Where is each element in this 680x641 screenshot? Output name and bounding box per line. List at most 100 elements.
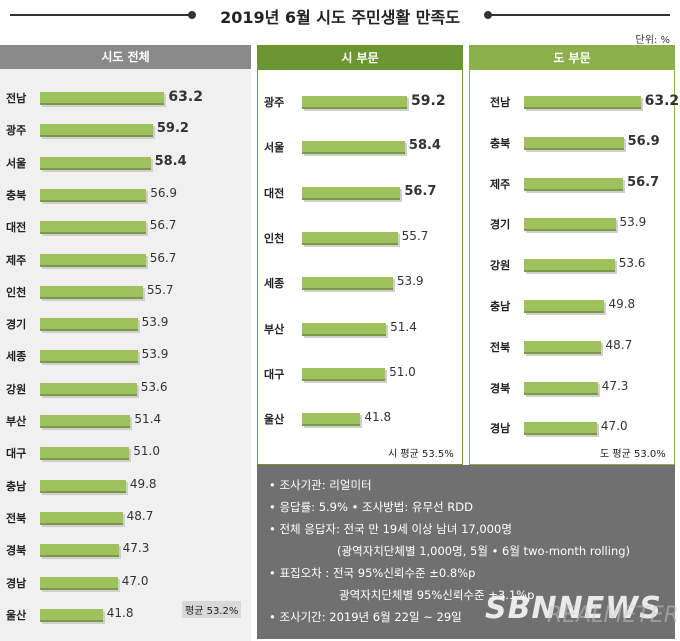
page-title: 2019년 6월 시도 주민생활 만족도	[220, 8, 460, 27]
bar	[524, 422, 597, 436]
category-label: 경남	[6, 576, 27, 590]
category-label: 전남	[490, 96, 511, 109]
bar	[40, 156, 151, 170]
data-label: 47.0	[600, 419, 628, 434]
data-label: 56.7	[404, 183, 437, 199]
unit-label: 단위: %	[635, 35, 670, 46]
category-label: 울산	[264, 413, 285, 427]
bar	[40, 253, 146, 267]
bar	[40, 285, 143, 299]
category-label: 서울	[6, 156, 27, 170]
category-label: 부산	[6, 415, 27, 428]
data-label: 55.7	[146, 282, 174, 297]
data-label: 58.4	[408, 138, 441, 154]
chart-panel-0: 시도 전체 전남 63.2 광주 59.2 서울 58.4 충북 56.9 대전 56.7 제주 56.…	[0, 45, 251, 641]
category-label: 제주	[6, 253, 27, 267]
data-label: 48.7	[126, 508, 154, 523]
data-label: 47.3	[601, 378, 629, 393]
data-label: 56.9	[150, 185, 177, 200]
category-label: 경남	[490, 422, 511, 436]
panel-title: 시 부문	[258, 46, 462, 70]
bar	[524, 381, 598, 395]
data-label: 48.7	[605, 337, 633, 352]
data-label: 56.7	[149, 218, 177, 233]
category-label: 강원	[490, 259, 511, 273]
data-label: 51.4	[134, 412, 162, 426]
category-label: 인천	[264, 231, 285, 245]
data-label: 53.9	[619, 215, 647, 230]
category-label: 부산	[264, 322, 285, 336]
category-label: 경기	[490, 218, 511, 232]
bar	[40, 124, 153, 138]
category-label: 대구	[6, 447, 27, 461]
bar	[40, 511, 123, 525]
data-label: 51.0	[133, 444, 160, 459]
info-line: • 표집오차 : 전국 95%신뢰수준 ±0.8%p	[269, 566, 476, 580]
data-label: 63.2	[644, 93, 680, 109]
data-label: 53.9	[396, 274, 424, 289]
category-label: 울산	[6, 608, 27, 622]
bar	[40, 221, 146, 235]
info-line: • 조사기관: 리얼미터	[269, 478, 372, 492]
bar	[524, 218, 616, 232]
bar	[40, 188, 147, 202]
category-label: 대전	[264, 186, 285, 200]
watermark-text: SBNNEWS	[485, 591, 662, 626]
bar	[40, 447, 130, 461]
data-label: 55.7	[401, 228, 429, 243]
category-label: 세종	[6, 350, 27, 364]
category-label: 전북	[6, 511, 27, 525]
bar	[40, 479, 126, 493]
info-line: (광역자치단체별 1,000명, 5월 • 6월 two-month rolli…	[337, 544, 631, 558]
bar	[302, 141, 405, 155]
category-label: 세종	[264, 277, 285, 291]
bar	[524, 136, 624, 150]
average-label: 시 평균 53.5%	[388, 449, 454, 460]
category-label: 대전	[6, 221, 27, 235]
category-label: 경북	[6, 544, 27, 558]
survey-info-box: • 조사기관: 리얼미터 • 응답률: 5.9% • 조사방법: 유무선 RDD…	[257, 465, 679, 639]
data-label: 56.7	[627, 174, 660, 190]
title-rule-left	[10, 14, 192, 16]
data-label: 53.6	[140, 379, 168, 394]
data-label: 53.9	[141, 315, 169, 330]
bar	[302, 322, 387, 336]
data-label: 41.8	[364, 410, 392, 425]
info-line: • 응답률: 5.9% • 조사방법: 유무선 RDD	[269, 500, 473, 514]
bar	[302, 96, 408, 109]
category-label: 인천	[6, 285, 27, 299]
panel-title: 시도 전체	[0, 45, 251, 69]
data-label: 51.0	[389, 364, 416, 379]
bar	[40, 318, 138, 332]
data-label: 47.0	[121, 573, 149, 588]
category-label: 전북	[490, 340, 511, 354]
category-label: 충북	[490, 136, 511, 150]
average-label: 도 평균 53.0%	[600, 449, 666, 460]
bar	[524, 300, 605, 313]
category-label: 충남	[490, 300, 511, 313]
data-label: 59.2	[411, 93, 446, 109]
category-label: 충남	[6, 479, 27, 493]
bar	[524, 340, 602, 354]
info-line: • 조사기간: 2019년 6월 22일 ~ 29일	[269, 610, 462, 624]
bar	[40, 350, 138, 364]
category-label: 광주	[264, 96, 285, 109]
bar	[40, 382, 137, 396]
data-label: 49.8	[129, 476, 157, 491]
data-label: 49.8	[608, 297, 636, 311]
panel-title: 도 부문	[470, 46, 674, 70]
category-label: 전남	[6, 92, 27, 105]
bar	[302, 413, 361, 427]
data-label: 41.8	[106, 605, 134, 620]
category-label: 경북	[490, 381, 511, 395]
bar	[524, 259, 615, 273]
category-label: 대구	[264, 367, 285, 381]
bar	[40, 544, 119, 558]
category-label: 강원	[6, 382, 27, 396]
bar	[302, 186, 401, 200]
data-label: 51.4	[390, 319, 417, 334]
data-label: 53.6	[618, 256, 646, 271]
bar	[302, 367, 386, 381]
category-label: 서울	[264, 141, 285, 155]
bar	[302, 277, 393, 291]
